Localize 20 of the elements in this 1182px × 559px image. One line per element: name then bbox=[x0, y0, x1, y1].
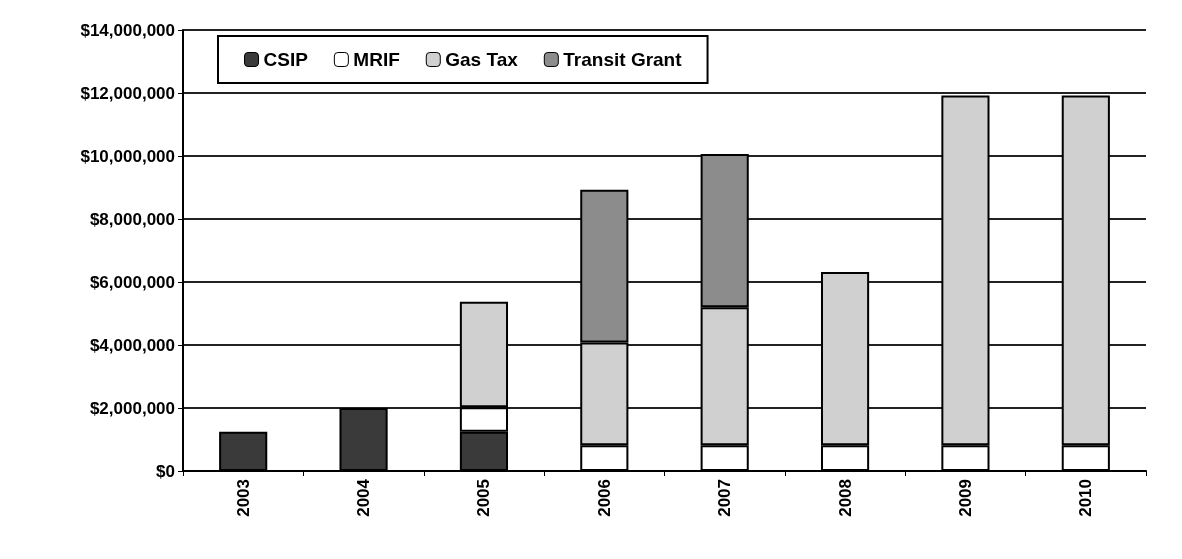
y-tick-label: $12,000,000 bbox=[80, 83, 175, 103]
x-tick-label: 2010 bbox=[1076, 479, 1096, 517]
x-tick-label: 2008 bbox=[835, 479, 855, 517]
y-tick-label: $8,000,000 bbox=[89, 209, 175, 229]
x-tick-label: 2005 bbox=[474, 479, 494, 517]
legend-label: Transit Grant bbox=[563, 49, 683, 70]
y-tick-label: $0 bbox=[156, 461, 175, 481]
y-tick-label: $4,000,000 bbox=[89, 335, 175, 355]
x-tick-label: 2006 bbox=[594, 479, 614, 517]
y-tick-label: $10,000,000 bbox=[80, 146, 175, 166]
x-tick-label: 2004 bbox=[354, 478, 374, 517]
y-tick-label: $6,000,000 bbox=[89, 272, 175, 292]
x-tick-label: 2003 bbox=[233, 479, 253, 517]
y-tick-label: $14,000,000 bbox=[80, 20, 175, 40]
y-tick-label: $2,000,000 bbox=[89, 398, 175, 418]
legend-label: MRIF bbox=[353, 49, 400, 70]
legend-label: Gas Tax bbox=[445, 49, 519, 70]
x-tick-label: 2007 bbox=[715, 479, 735, 517]
legend-label: CSIP bbox=[263, 49, 309, 70]
x-tick-label: 2009 bbox=[955, 479, 975, 517]
